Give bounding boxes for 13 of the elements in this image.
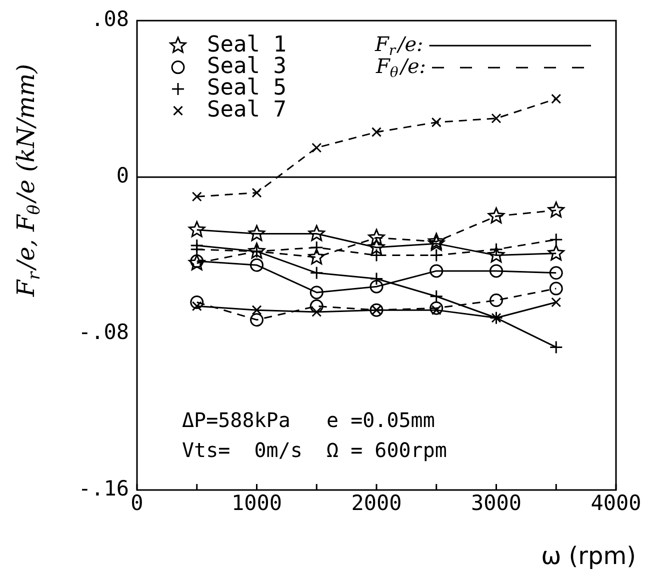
x-tick-label: 3000 [470,491,522,516]
y-tick-label: -.16 [78,476,129,500]
annotation: Vts= 0m/s Ω = 600rpm [182,438,447,462]
x-tick-label: 2000 [351,491,402,516]
x-tick-label: 4000 [590,491,642,516]
y-axis-title: Fr/e, Fθ/e (kN/mm) [12,64,44,298]
y-tick-label: -.08 [78,320,129,344]
legend-label: Seal 1 [207,32,286,58]
x-tick-label: 1000 [231,491,282,516]
y-tick-label: 0 [116,164,129,188]
x-axis-title: ω (rpm) [541,542,636,570]
y-tick-label: .08 [91,7,129,32]
annotation: ΔP=588kPa e =0.05mm [182,408,435,432]
